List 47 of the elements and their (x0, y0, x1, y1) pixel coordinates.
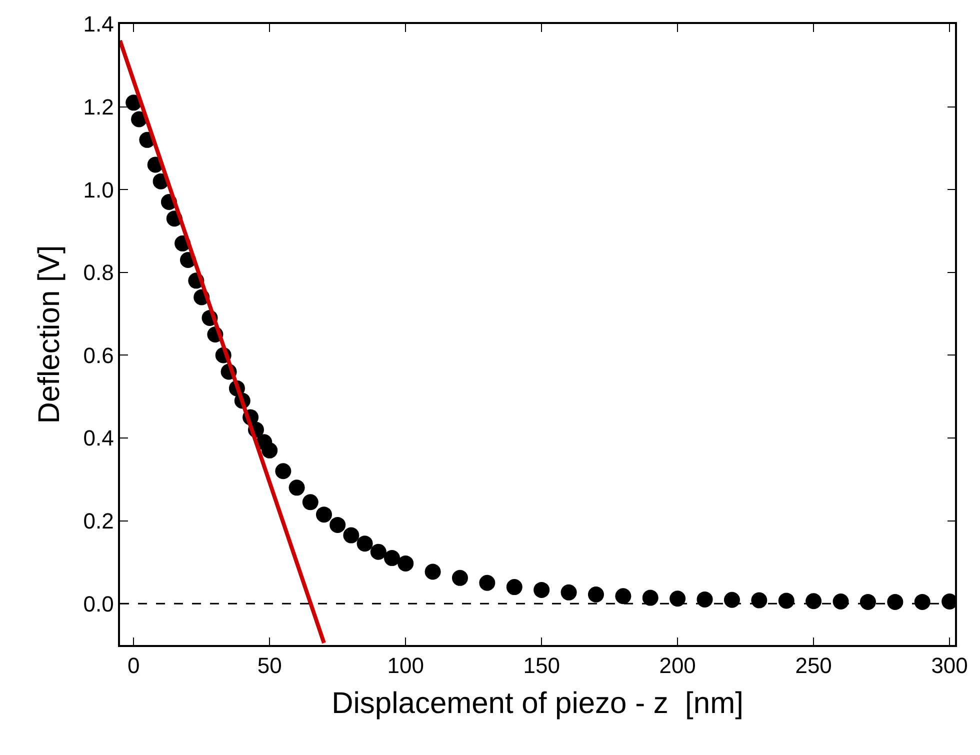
point (588, 586, 604, 602)
point (806, 593, 822, 610)
point (860, 594, 876, 610)
y-axis-title: Deflection [V] (32, 245, 66, 424)
y-tick-label: 1.2 (83, 94, 114, 120)
point (302, 494, 318, 510)
point (670, 590, 686, 607)
x-tick-label: 200 (659, 653, 696, 678)
y-tick-label: 1.4 (83, 12, 114, 37)
point (778, 592, 794, 609)
point (316, 506, 332, 523)
y-tick-label: 0.6 (83, 342, 114, 368)
point (262, 442, 278, 458)
x-axis-title: Displacement of piezo - z [nm] (332, 687, 744, 720)
y-tick-label: 0.2 (83, 508, 114, 534)
y-tick-label: 0.8 (83, 260, 114, 286)
x-tick-label: 0 (127, 653, 140, 678)
point (914, 594, 930, 610)
x-tick-label: 250 (795, 653, 832, 678)
point (479, 574, 496, 591)
point (751, 592, 768, 608)
point (275, 463, 292, 480)
point (398, 555, 414, 572)
point (506, 579, 522, 596)
point (534, 582, 550, 598)
point (615, 588, 632, 604)
point (724, 592, 740, 608)
y-tick-label: 0.0 (83, 591, 114, 616)
point (343, 527, 360, 544)
x-tick-label: 50 (257, 653, 282, 678)
point (832, 594, 849, 610)
x-tick-label: 100 (387, 653, 424, 678)
point (696, 591, 713, 608)
point (330, 516, 346, 533)
point (288, 480, 305, 496)
point (452, 570, 468, 586)
x-tick-label: 150 (523, 653, 560, 678)
point (356, 536, 373, 552)
point (370, 544, 386, 560)
x-tick-label: 300 (931, 653, 968, 678)
point (887, 594, 904, 610)
point (560, 584, 577, 600)
point (384, 550, 400, 566)
y-tick-label: 0.4 (83, 426, 114, 451)
y-tick-label: 1.0 (83, 177, 114, 202)
point (424, 564, 441, 580)
point (642, 590, 658, 606)
